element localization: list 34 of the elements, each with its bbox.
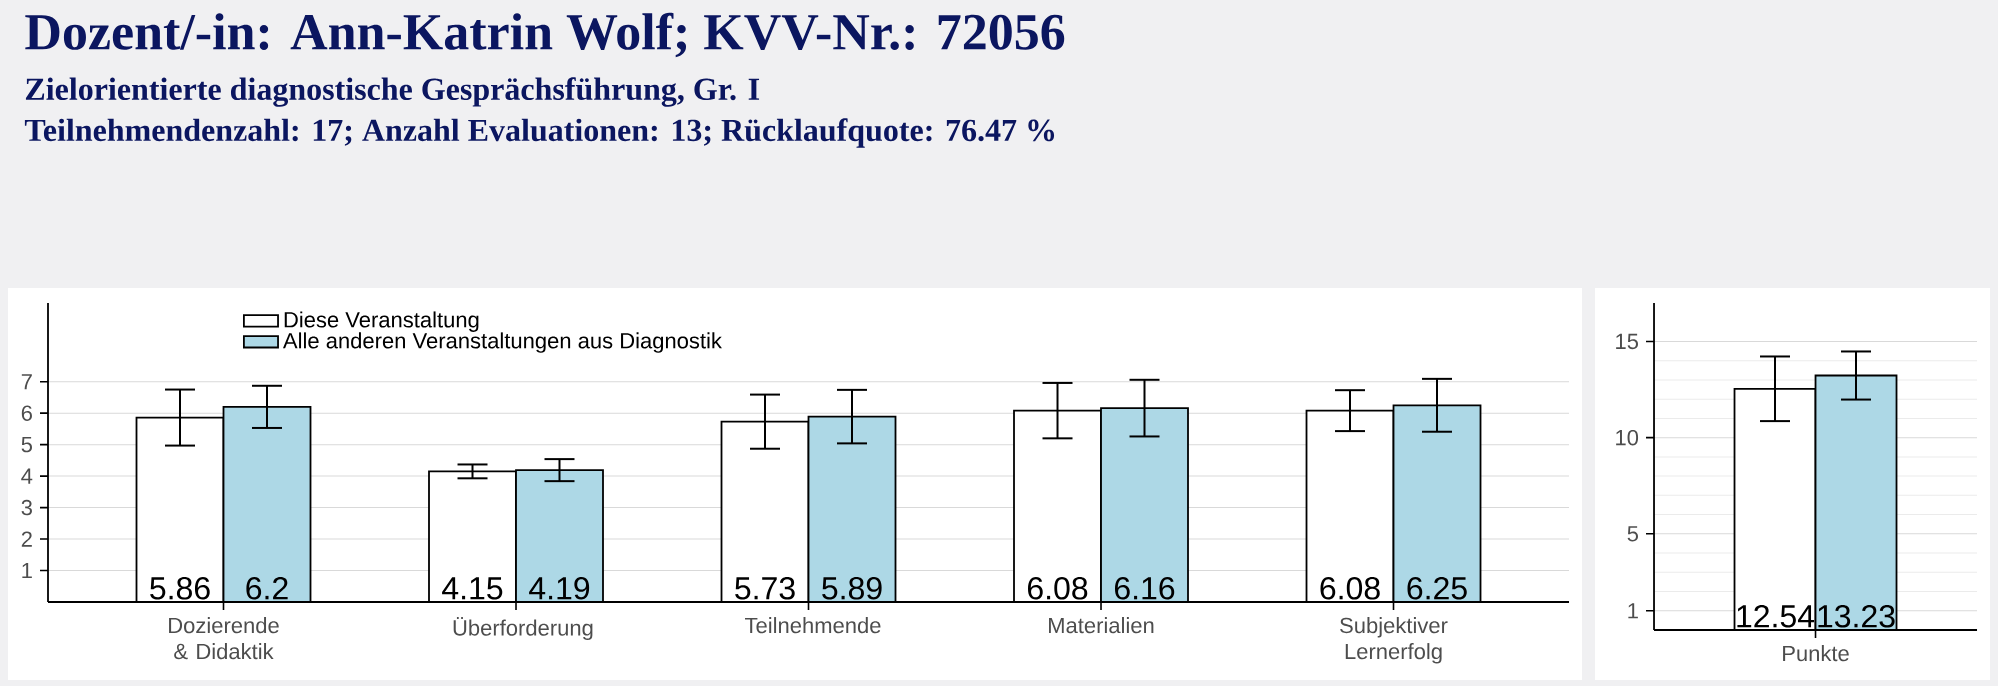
chart-subtitle: Zielorientierte diagnostische Gesprächsführung, Gr. I xyxy=(25,77,760,107)
data-label: 13.23 xyxy=(1818,604,1895,628)
data-label: 4.15 xyxy=(442,577,503,600)
y-tick-label: 4 xyxy=(21,468,33,484)
y-tick-label: 1 xyxy=(22,562,32,579)
x-tick-label: Punkte xyxy=(1783,645,1849,662)
data-label: 5.86 xyxy=(150,576,210,600)
y-tick-label: 10 xyxy=(1616,429,1639,446)
chart-title: Dozent/-in: Ann-Katrin Wolf; KVV-Nr.: 72056 xyxy=(25,12,1065,58)
y-tick-label: 7 xyxy=(21,374,32,390)
x-tick-label: Teilnehmende xyxy=(745,617,881,634)
y-tick-label: 3 xyxy=(21,499,32,516)
data-label: 6.08 xyxy=(1320,576,1380,600)
data-label: 5.89 xyxy=(822,576,882,600)
x-tick-label: Subjektiver Lernerfolg xyxy=(1340,617,1448,664)
x-tick-label: Materialien xyxy=(1049,617,1154,634)
legend-label: Alle anderen Veranstaltungen aus Diagnostik xyxy=(282,332,722,353)
data-label: 5.73 xyxy=(735,576,795,600)
y-tick-label: 1 xyxy=(1628,603,1638,619)
y-tick-label: 5 xyxy=(1627,526,1639,542)
legend-label: Diese Veranstaltung xyxy=(284,311,479,332)
text: Teilnehmendenzahl: 17; Anzahl Evaluationen: 13; Rücklaufquote: 76.47 % xyxy=(24,118,1055,148)
data-label: 6.16 xyxy=(1115,576,1175,600)
y-tick-label: 15 xyxy=(1616,333,1638,350)
y-tick-label: 6 xyxy=(21,405,32,421)
data-label: 6.2 xyxy=(246,576,288,600)
x-tick-label: Überforderung xyxy=(453,617,593,641)
data-label: 12.54 xyxy=(1737,604,1815,628)
data-label: 4.19 xyxy=(529,576,590,600)
data-label: 6.25 xyxy=(1407,576,1467,600)
y-tick-label: 5 xyxy=(21,436,32,453)
y-tick-label: 2 xyxy=(21,531,32,547)
data-label: 6.08 xyxy=(1028,576,1088,600)
x-tick-label: Dozierende & Didaktik xyxy=(169,617,279,660)
